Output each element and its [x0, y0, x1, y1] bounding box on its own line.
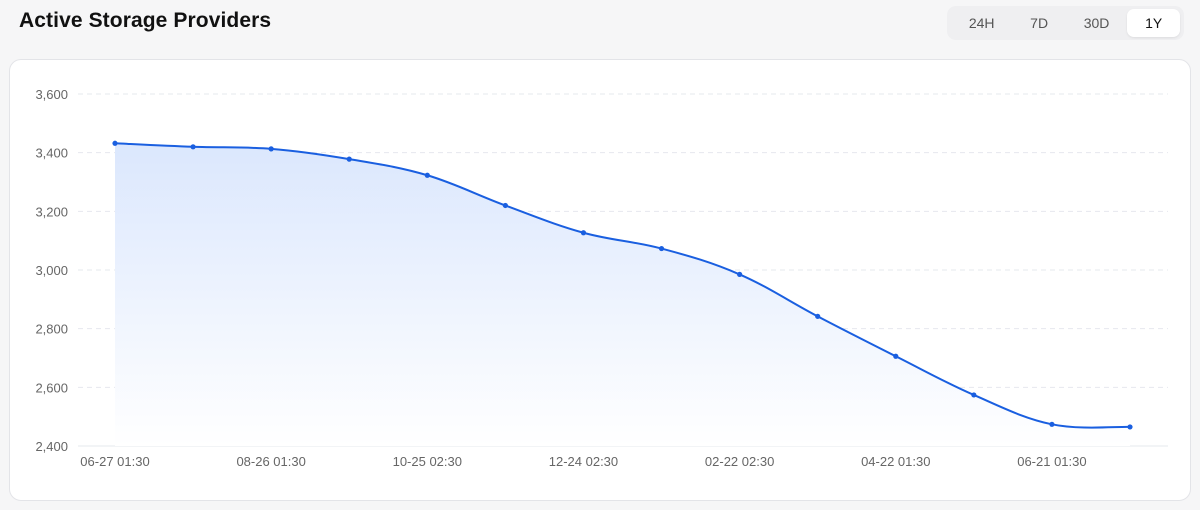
data-point[interactable]: [893, 353, 899, 359]
tab-7d[interactable]: 7D: [1030, 15, 1049, 31]
data-point[interactable]: [1127, 424, 1133, 430]
tab-24h[interactable]: 24H: [968, 15, 995, 31]
time-range-selector: 24H 7D 30D 1Y: [947, 6, 1184, 40]
data-point[interactable]: [815, 313, 821, 319]
data-point[interactable]: [424, 172, 430, 178]
x-tick-label: 08-26 01:30: [236, 454, 305, 469]
data-point[interactable]: [502, 202, 508, 209]
y-tick-label: 3,600: [35, 87, 68, 102]
chart-title: Active Storage Providers: [19, 9, 272, 32]
data-point[interactable]: [1049, 421, 1055, 427]
data-point[interactable]: [971, 392, 977, 398]
area-path: [115, 143, 1130, 446]
x-tick-label: 06-27 01:30: [80, 454, 149, 469]
x-axis-ticks: 06-27 01:30 08-26 01:30 10-25 02:30 12-24 0…: [80, 454, 1086, 469]
x-tick-label: 12-24 02:30: [549, 454, 618, 469]
y-axis-ticks: 3,600 3,400 3,200 3,000 2,800 2,600 2,400: [35, 87, 68, 454]
series-line-path: [114, 142, 1131, 429]
x-tick-label: 04-22 01:30: [861, 454, 930, 469]
x-tick-label: 06-21 01:30: [1017, 454, 1086, 469]
chart-card: 3,600 3,400 3,200 3,000 2,800 2,600 2,400 06-2…: [9, 59, 1191, 501]
y-tick-label: 3,200: [35, 204, 68, 219]
data-point[interactable]: [658, 245, 665, 252]
line-chart: 3,600 3,400 3,200 3,000 2,800 2,600 2,400 06-2…: [35, 87, 1168, 469]
header: Active Storage Providers 24H 7D 30D 1Y: [0, 0, 1200, 58]
y-tick-label: 2,800: [35, 322, 68, 337]
data-point[interactable]: [190, 144, 196, 150]
area-fill: [115, 143, 1130, 446]
x-tick-label: 10-25 02:30: [393, 454, 462, 469]
data-point[interactable]: [112, 140, 118, 146]
series-points: [112, 140, 1133, 430]
tab-1y[interactable]: 1Y: [1127, 9, 1181, 37]
y-tick-label: 2,600: [35, 380, 68, 395]
y-tick-label: 3,000: [35, 263, 68, 278]
data-point[interactable]: [268, 146, 274, 152]
series-line: [114, 142, 1131, 429]
tab-30d[interactable]: 30D: [1083, 15, 1110, 31]
data-point[interactable]: [737, 271, 743, 277]
y-tick-label: 3,400: [35, 146, 68, 161]
y-tick-label: 2,400: [35, 439, 68, 454]
data-point[interactable]: [580, 230, 587, 236]
x-tick-label: 02-22 02:30: [705, 454, 774, 469]
data-point[interactable]: [346, 156, 352, 162]
